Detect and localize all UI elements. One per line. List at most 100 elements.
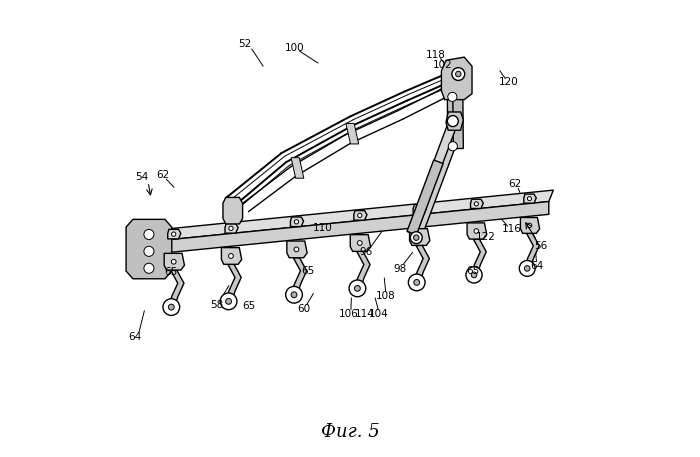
Circle shape: [291, 292, 297, 298]
Polygon shape: [291, 158, 304, 178]
Circle shape: [220, 293, 237, 310]
Text: 52: 52: [238, 39, 251, 49]
Polygon shape: [447, 97, 458, 146]
Text: 65: 65: [164, 267, 178, 277]
Text: 64: 64: [531, 261, 544, 271]
Circle shape: [144, 263, 154, 273]
Circle shape: [349, 280, 366, 297]
Circle shape: [354, 286, 360, 291]
Circle shape: [358, 213, 362, 218]
Circle shape: [414, 280, 419, 285]
Circle shape: [466, 267, 482, 283]
Circle shape: [471, 272, 477, 278]
Circle shape: [414, 235, 419, 240]
Circle shape: [144, 229, 154, 239]
Circle shape: [474, 228, 479, 233]
Circle shape: [169, 304, 174, 310]
Polygon shape: [164, 253, 184, 270]
Polygon shape: [221, 248, 241, 264]
Circle shape: [416, 234, 421, 239]
Circle shape: [163, 299, 180, 315]
Circle shape: [456, 71, 461, 77]
Circle shape: [408, 274, 425, 291]
Polygon shape: [291, 258, 307, 295]
Circle shape: [229, 226, 233, 230]
Polygon shape: [470, 199, 483, 208]
Circle shape: [294, 247, 299, 252]
Circle shape: [448, 142, 457, 151]
Polygon shape: [225, 223, 238, 233]
Polygon shape: [442, 57, 472, 100]
Circle shape: [358, 241, 362, 245]
Text: 65: 65: [242, 301, 256, 311]
Polygon shape: [140, 231, 144, 255]
Text: 56: 56: [534, 241, 547, 251]
Circle shape: [519, 260, 535, 276]
Circle shape: [474, 202, 478, 206]
Circle shape: [447, 116, 458, 127]
Polygon shape: [354, 211, 367, 220]
Circle shape: [172, 259, 176, 264]
Text: 120: 120: [499, 77, 519, 87]
Polygon shape: [126, 219, 172, 279]
Polygon shape: [414, 245, 429, 282]
Polygon shape: [140, 202, 549, 255]
Text: 98: 98: [393, 264, 407, 274]
Polygon shape: [467, 223, 486, 239]
Polygon shape: [453, 99, 463, 149]
Circle shape: [172, 232, 176, 236]
Text: 114: 114: [355, 309, 375, 319]
Circle shape: [417, 207, 421, 212]
Text: 104: 104: [368, 309, 388, 319]
Circle shape: [286, 287, 302, 303]
Circle shape: [524, 266, 530, 271]
Text: 122: 122: [476, 232, 496, 242]
Circle shape: [294, 220, 298, 224]
Text: 64: 64: [129, 332, 142, 342]
Text: 100: 100: [284, 43, 304, 53]
Text: 110: 110: [313, 223, 332, 233]
Polygon shape: [287, 241, 307, 258]
Polygon shape: [223, 197, 243, 224]
Text: 108: 108: [376, 291, 396, 301]
Text: 96: 96: [360, 247, 373, 257]
Text: 118: 118: [426, 50, 446, 60]
Polygon shape: [346, 123, 358, 144]
Polygon shape: [471, 239, 486, 275]
Circle shape: [144, 246, 154, 256]
Polygon shape: [168, 270, 184, 307]
Polygon shape: [290, 217, 304, 227]
Polygon shape: [168, 229, 181, 239]
Text: 58: 58: [210, 300, 223, 310]
Polygon shape: [520, 218, 540, 234]
Circle shape: [527, 223, 532, 228]
Polygon shape: [410, 228, 430, 245]
Polygon shape: [407, 122, 457, 235]
Text: 62: 62: [156, 170, 169, 181]
Polygon shape: [413, 124, 463, 238]
Circle shape: [225, 298, 232, 304]
Text: 62: 62: [508, 179, 521, 189]
Polygon shape: [524, 234, 539, 268]
Text: 106: 106: [340, 309, 359, 319]
Polygon shape: [524, 194, 536, 203]
Polygon shape: [354, 251, 370, 288]
Circle shape: [452, 68, 465, 80]
Polygon shape: [225, 264, 241, 301]
Circle shape: [448, 92, 457, 101]
Text: 54: 54: [135, 172, 148, 182]
Polygon shape: [446, 112, 463, 130]
Text: 102: 102: [433, 60, 453, 70]
Text: 65: 65: [301, 266, 314, 276]
Polygon shape: [140, 190, 554, 243]
Text: Фиг. 5: Фиг. 5: [321, 423, 379, 441]
Circle shape: [527, 197, 531, 201]
Text: 60: 60: [297, 304, 310, 314]
Polygon shape: [350, 234, 370, 251]
Polygon shape: [413, 205, 426, 214]
Circle shape: [410, 232, 422, 244]
Circle shape: [229, 254, 233, 258]
Polygon shape: [407, 160, 443, 235]
Text: 116: 116: [501, 224, 522, 234]
Text: 65: 65: [466, 266, 479, 276]
